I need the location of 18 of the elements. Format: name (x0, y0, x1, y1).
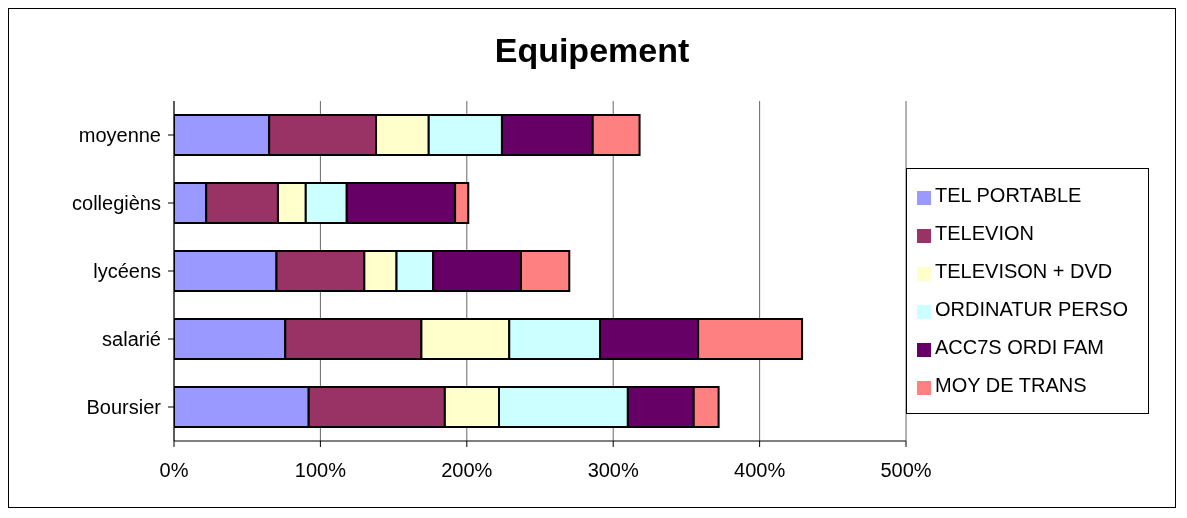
x-tick-label: 200% (441, 459, 493, 482)
legend-label: TELEVION (935, 222, 1034, 244)
x-tick-label: 500% (880, 459, 932, 482)
y-tick-label: Boursier (86, 396, 162, 419)
x-tick-label: 300% (587, 459, 639, 482)
y-tick-label: moyenne (78, 124, 161, 147)
legend-label: MOY DE TRANS (935, 374, 1087, 396)
chart-title: Equipement (493, 30, 691, 71)
y-tick-label: salarié (102, 328, 161, 351)
x-tick-label: 100% (294, 459, 347, 482)
legend-label: ORDINATUR PERSO (935, 298, 1128, 320)
x-tick-label: 400% (734, 459, 786, 482)
x-tick-label: 0% (159, 459, 189, 482)
legend-label: ACC7S ORDI FAM (935, 336, 1104, 358)
legend-label: TELEVISON + DVD (935, 260, 1113, 282)
y-tick-label: lycéens (93, 260, 161, 283)
legend-label: TEL PORTABLE (935, 184, 1082, 206)
y-tick-label: collegièns (72, 192, 161, 215)
